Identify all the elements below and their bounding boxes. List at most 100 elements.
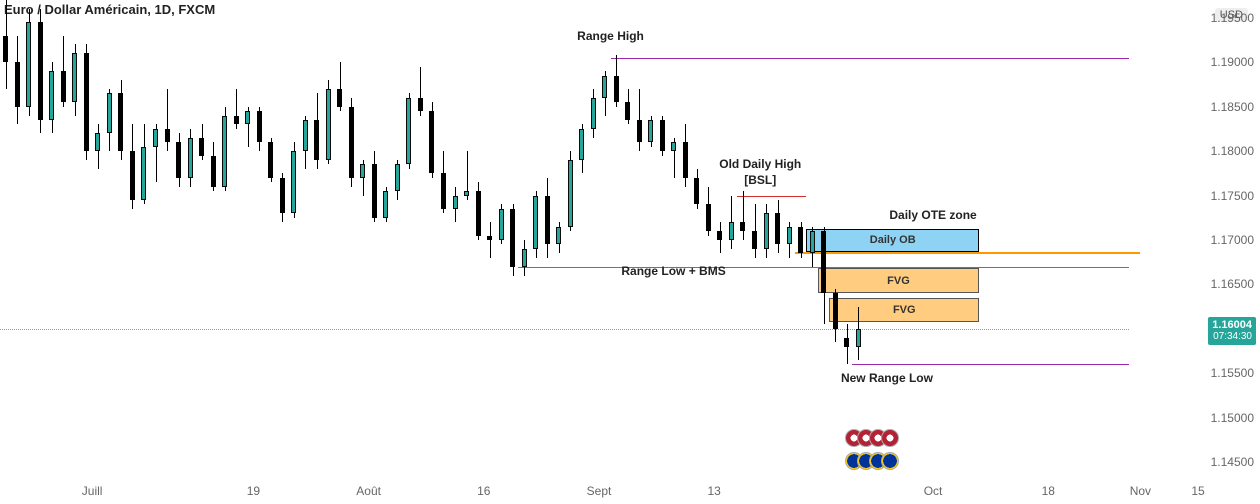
fvg-1: FVG: [818, 268, 979, 293]
candle-body[interactable]: [729, 222, 734, 240]
candle-body[interactable]: [84, 53, 89, 151]
news-flags[interactable]: [845, 429, 893, 473]
candle-body[interactable]: [360, 164, 365, 177]
candle-body[interactable]: [291, 151, 296, 213]
candle-body[interactable]: [453, 196, 458, 209]
x-tick: 19: [247, 484, 260, 498]
candle-body[interactable]: [522, 249, 527, 267]
y-tick: 1.18000: [1199, 144, 1254, 158]
candle-body[interactable]: [199, 138, 204, 156]
x-tick: Oct: [924, 484, 943, 498]
candle-body[interactable]: [280, 178, 285, 214]
candle-body[interactable]: [464, 191, 469, 195]
candle-body[interactable]: [764, 213, 769, 249]
candle-body[interactable]: [61, 71, 66, 102]
candle-body[interactable]: [26, 22, 31, 106]
candle-body[interactable]: [337, 89, 342, 107]
candle-body[interactable]: [245, 111, 250, 124]
candle-body[interactable]: [326, 89, 331, 160]
candle-body[interactable]: [372, 164, 377, 217]
candle-body[interactable]: [533, 196, 538, 249]
candle-body[interactable]: [211, 156, 216, 187]
candle-body[interactable]: [798, 227, 803, 254]
y-tick: 1.19000: [1199, 55, 1254, 69]
candle-body[interactable]: [579, 129, 584, 160]
y-tick: 1.17000: [1199, 233, 1254, 247]
candle-body[interactable]: [141, 147, 146, 200]
candle-body[interactable]: [418, 98, 423, 111]
last-price-value: 1.16004: [1212, 319, 1252, 331]
candle-body[interactable]: [476, 191, 481, 235]
range-high: [611, 58, 1129, 59]
candle-body[interactable]: [165, 129, 170, 142]
last-price-countdown: 07:34:30: [1212, 331, 1252, 343]
candle-body[interactable]: [188, 138, 193, 178]
candle-body[interactable]: [706, 204, 711, 231]
candle-body[interactable]: [15, 62, 20, 106]
candle-body[interactable]: [637, 120, 642, 142]
daily-ote: Daily OTE zone: [889, 208, 976, 222]
candle-body[interactable]: [487, 236, 492, 240]
candle-body[interactable]: [118, 93, 123, 151]
candle-body[interactable]: [787, 227, 792, 245]
candle-body[interactable]: [38, 22, 43, 120]
bsl-line: [737, 196, 806, 197]
candle-body[interactable]: [383, 191, 388, 218]
candle-body[interactable]: [153, 129, 158, 147]
candle-body[interactable]: [257, 111, 262, 142]
candle-body[interactable]: [441, 173, 446, 209]
candle-body[interactable]: [222, 116, 227, 187]
candle-body[interactable]: [568, 160, 573, 227]
candle-body[interactable]: [683, 142, 688, 178]
candle-body[interactable]: [810, 231, 815, 253]
candle-body[interactable]: [694, 178, 699, 205]
candle-body[interactable]: [856, 329, 861, 347]
candle-body[interactable]: [429, 111, 434, 173]
candle-body[interactable]: [556, 227, 561, 245]
candle-body[interactable]: [303, 120, 308, 151]
candle-body[interactable]: [314, 120, 319, 160]
candle-body[interactable]: [671, 142, 676, 151]
old-daily-high: Old Daily High: [719, 157, 801, 171]
candle-body[interactable]: [648, 120, 653, 142]
candle-wick: [490, 222, 491, 258]
candle-body[interactable]: [95, 133, 100, 151]
candle-body[interactable]: [775, 213, 780, 244]
candle-body[interactable]: [717, 231, 722, 240]
new-range-low: [852, 364, 1128, 365]
candle-body[interactable]: [349, 107, 354, 178]
x-tick: Nov: [1130, 484, 1151, 498]
x-tick: Sept: [587, 484, 612, 498]
candle-body[interactable]: [395, 164, 400, 191]
candle-body[interactable]: [833, 293, 838, 329]
candle-body[interactable]: [176, 142, 181, 178]
candle-body[interactable]: [625, 102, 630, 120]
candle-body[interactable]: [614, 76, 619, 103]
range-low-label: Range Low + BMS: [621, 264, 725, 278]
candle-body[interactable]: [234, 116, 239, 125]
candle-body[interactable]: [591, 98, 596, 129]
candle-body[interactable]: [406, 98, 411, 165]
candle-body[interactable]: [3, 36, 8, 63]
fvg-2: FVG: [829, 298, 979, 322]
candlestick-chart[interactable]: Euro / Dollar Américain, 1D, FXCM USD 1.…: [0, 0, 1260, 504]
y-tick: 1.15000: [1199, 411, 1254, 425]
candle-body[interactable]: [499, 209, 504, 240]
candle-body[interactable]: [660, 120, 665, 151]
candle-body[interactable]: [268, 142, 273, 178]
candle-body[interactable]: [602, 76, 607, 98]
candle-body[interactable]: [107, 93, 112, 133]
candle-body[interactable]: [740, 222, 745, 231]
candle-body[interactable]: [130, 151, 135, 200]
candle-body[interactable]: [821, 231, 826, 293]
candle-body[interactable]: [49, 71, 54, 120]
flag-icon: [881, 452, 899, 470]
last-dotted: [0, 329, 1129, 330]
candle-body[interactable]: [510, 209, 515, 267]
candle-body[interactable]: [844, 338, 849, 347]
y-tick: 1.16500: [1199, 277, 1254, 291]
candle-body[interactable]: [72, 53, 77, 102]
candle-body[interactable]: [545, 196, 550, 245]
flag-icon: [881, 429, 899, 447]
candle-body[interactable]: [752, 231, 757, 249]
